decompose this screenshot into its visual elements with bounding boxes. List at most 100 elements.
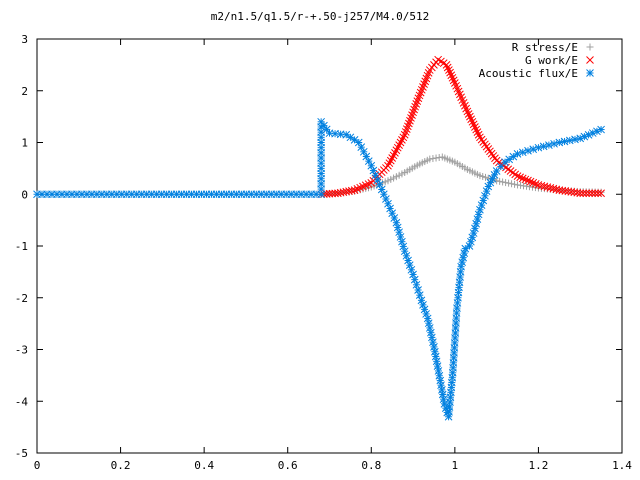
data-point (529, 178, 538, 187)
data-point (431, 352, 440, 361)
data-point (426, 155, 434, 163)
data-point (582, 189, 591, 198)
data-point (573, 188, 582, 197)
data-point (464, 110, 473, 118)
data-point (473, 215, 482, 223)
data-point (393, 223, 402, 232)
data-point (457, 262, 465, 271)
data-point (472, 125, 481, 134)
y-tick-label: 0 (21, 188, 28, 201)
data-point (448, 73, 457, 82)
data-point (524, 176, 532, 185)
data-point (322, 125, 331, 134)
data-point (419, 83, 427, 91)
data-point (594, 189, 602, 198)
data-point (458, 258, 467, 267)
data-point (432, 357, 441, 366)
data-point (443, 63, 452, 72)
data-point (585, 189, 594, 198)
x-tick-label: 1.2 (528, 459, 548, 472)
data-point (576, 189, 585, 198)
data-point (521, 175, 530, 184)
data-point (415, 291, 424, 300)
data-point (502, 179, 510, 187)
y-tick-label: 3 (21, 33, 28, 46)
data-point (400, 130, 409, 139)
data-point (469, 120, 478, 129)
data-point (429, 155, 437, 163)
data-point (392, 218, 401, 227)
data-point (537, 181, 546, 190)
data-point (409, 270, 417, 279)
legend-label: Acoustic flux/E (479, 67, 578, 80)
data-point (466, 112, 474, 121)
data-point (534, 143, 543, 152)
data-point (550, 139, 558, 148)
x-tick-label: 0.2 (111, 459, 131, 472)
data-point (505, 179, 513, 187)
data-point (396, 233, 405, 241)
data-point (428, 333, 436, 342)
x-tick-label: 1.4 (612, 459, 632, 472)
data-point (496, 177, 504, 185)
y-tick-label: -1 (15, 240, 28, 253)
data-point (424, 319, 433, 328)
data-point (467, 115, 476, 124)
data-point (434, 367, 443, 375)
data-point (435, 371, 444, 380)
data-point (438, 386, 446, 394)
data-point (446, 68, 454, 77)
legend-marker (586, 43, 594, 51)
data-point (453, 84, 462, 93)
data-point (524, 146, 532, 155)
data-point (410, 105, 418, 114)
data-point (481, 191, 489, 200)
data-point (461, 101, 469, 110)
data-point (436, 376, 445, 385)
data-point (398, 237, 406, 246)
data-point (531, 179, 540, 188)
data-point (402, 125, 411, 133)
data-point (571, 135, 579, 144)
data-point (430, 343, 438, 351)
data-point (414, 286, 422, 294)
data-point (435, 154, 443, 162)
data-point (456, 90, 464, 99)
x-tick-label: 0.4 (194, 459, 214, 472)
data-point (407, 114, 415, 122)
data-point (472, 219, 481, 228)
data-point (431, 347, 439, 356)
legend-label: R stress/E (512, 41, 578, 54)
data-point (477, 201, 486, 209)
data-point (449, 76, 458, 85)
data-point (511, 180, 519, 188)
data-point (442, 61, 451, 69)
data-point (409, 108, 417, 117)
y-tick-label: -3 (15, 344, 28, 357)
data-point (405, 119, 413, 128)
data-point (499, 178, 507, 186)
chart-title: m2/n1.5/q1.5/r-+.50-j257/M4.0/512 (211, 10, 430, 23)
legend-marker (586, 69, 594, 77)
y-tick-label: 2 (21, 85, 28, 98)
data-point (545, 141, 553, 149)
data-point (423, 71, 432, 80)
data-point (552, 185, 561, 194)
data-point (560, 137, 569, 146)
data-point (463, 107, 472, 116)
legend-marker (586, 56, 594, 64)
data-point (579, 189, 588, 198)
data-point (399, 242, 408, 251)
data-point (591, 189, 599, 198)
data-point (471, 224, 479, 233)
data-point (423, 314, 432, 323)
data-point (543, 183, 552, 192)
data-point (474, 210, 483, 219)
data-point (429, 338, 437, 347)
data-point (412, 100, 421, 108)
data-point (474, 130, 483, 139)
y-tick-label: -4 (15, 395, 29, 408)
data-point (484, 182, 493, 191)
data-point (421, 77, 430, 86)
